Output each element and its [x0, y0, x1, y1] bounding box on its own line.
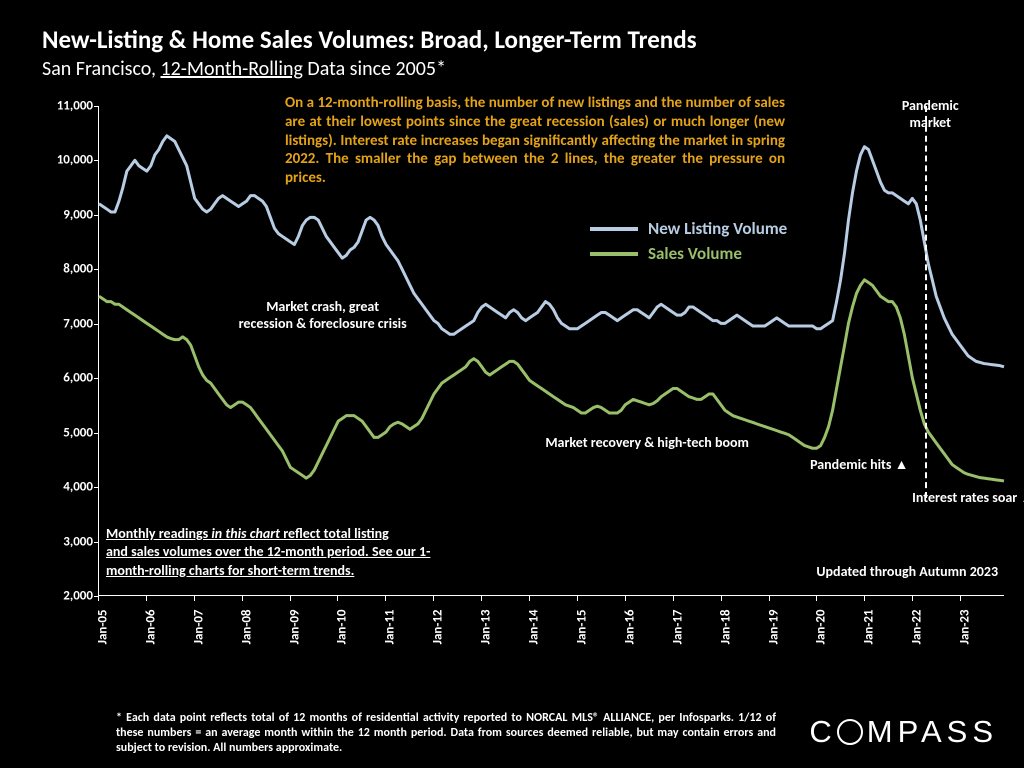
y-tick-label: 3,000 — [63, 534, 93, 549]
annotation-pandemic-hits: Pandemic hits ▲ — [769, 457, 909, 474]
x-tick-label: Jan-14 — [527, 610, 542, 645]
x-tick-label: Jan-11 — [383, 610, 398, 645]
x-tick-label: Jan-16 — [622, 610, 637, 645]
chart-lines — [99, 106, 1004, 595]
x-tick-label: Jan-23 — [958, 610, 973, 645]
x-tick-label: Jan-15 — [574, 610, 589, 645]
x-tick-label: Jan-07 — [191, 610, 206, 645]
updated-text: Updated through Autumn 2023 — [816, 563, 998, 580]
x-tick-label: Jan-13 — [479, 610, 494, 645]
annotation-pandemic-market: Pandemicmarket — [880, 98, 980, 132]
y-tick-label: 7,000 — [63, 316, 93, 331]
compass-logo: CMPASS — [809, 714, 998, 750]
x-tick-label: Jan-20 — [814, 610, 829, 645]
annotation-interest-rates: Interest rates soar ▲ — [864, 490, 1024, 507]
bottom-note: Monthly readings in this chart reflect t… — [106, 525, 456, 580]
annotation-market-crash: Market crash, greatrecession & foreclosu… — [208, 299, 438, 333]
x-tick-label: Jan-17 — [670, 610, 685, 645]
x-tick-label: Jan-10 — [335, 610, 350, 645]
y-tick-label: 8,000 — [63, 262, 93, 277]
y-tick-label: 10,000 — [57, 153, 93, 168]
plot-area: 2,0003,0004,0005,0006,0007,0008,0009,000… — [98, 106, 1004, 596]
annotation-market-recovery: Market recovery & high-tech boom — [497, 435, 797, 452]
x-tick-label: Jan-21 — [862, 610, 877, 645]
x-tick-label: Jan-08 — [239, 610, 254, 645]
y-tick-label: 5,000 — [63, 425, 93, 440]
x-tick-label: Jan-05 — [96, 610, 111, 645]
x-tick-label: Jan-09 — [287, 610, 302, 645]
x-tick-label: Jan-06 — [143, 610, 158, 645]
legend-item: New Listing Volume — [590, 218, 787, 239]
chart: 2,000 3,000 4,000 5,000 6,000 7,000 8,000 9,000… — [36, 106, 1004, 666]
x-tick-label: Jan-18 — [718, 610, 733, 645]
y-tick-label: 6,000 — [63, 371, 93, 386]
legend: New Listing Volume Sales Volume — [590, 218, 787, 268]
chart-title: New-Listing & Home Sales Volumes: Broad,… — [42, 24, 697, 55]
x-tick-label: Jan-19 — [766, 610, 781, 645]
x-tick-label: Jan-22 — [910, 610, 925, 645]
footnote: * Each data point reflects total of 12 m… — [116, 711, 776, 756]
y-tick-label: 4,000 — [63, 480, 93, 495]
y-tick-label: 11,000 — [57, 99, 93, 114]
y-tick-label: 9,000 — [63, 207, 93, 222]
x-tick-label: Jan-12 — [431, 610, 446, 645]
y-tick-label: 2,000 — [63, 589, 93, 604]
interest-rate-vline — [925, 106, 927, 498]
legend-item: Sales Volume — [590, 243, 787, 264]
chart-subtitle: San Francisco, 12-Month-Rolling Data sin… — [42, 57, 697, 81]
